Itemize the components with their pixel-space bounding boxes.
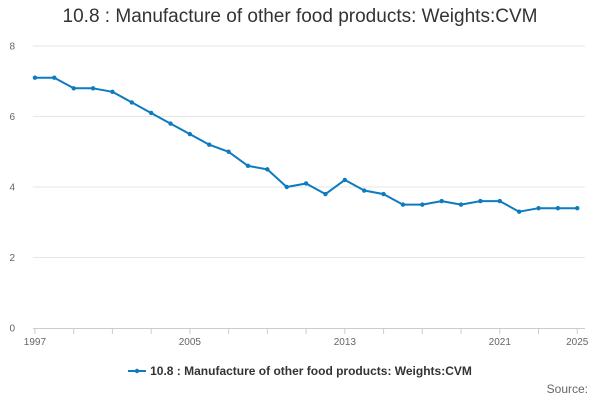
data-point[interactable] [148, 110, 154, 116]
data-point[interactable] [323, 191, 328, 197]
x-tick-label: 2013 [334, 337, 357, 348]
y-tick-label: 2 [9, 253, 15, 264]
y-tick-label: 4 [9, 183, 15, 194]
data-point[interactable] [575, 205, 580, 211]
data-point[interactable] [168, 121, 173, 126]
data-point[interactable] [536, 205, 541, 211]
x-tick-label: 2021 [489, 337, 512, 348]
data-point[interactable] [207, 142, 212, 147]
data-point[interactable] [400, 202, 406, 207]
data-point[interactable] [439, 198, 444, 204]
axis-layer: 0 2 4 6 8 1997 2005 2013 2021 2025 [9, 42, 588, 349]
data-point[interactable] [129, 100, 134, 105]
data-point[interactable] [342, 177, 348, 183]
legend-swatch [128, 368, 147, 374]
x-tick-label: 1997 [24, 337, 47, 348]
data-point[interactable] [226, 149, 231, 154]
data-point[interactable] [90, 86, 96, 91]
source-label: Source: [546, 382, 588, 396]
x-tick-label: 2005 [179, 337, 202, 348]
data-point[interactable] [303, 181, 309, 186]
legend-label: 10.8 : Manufacture of other food product… [150, 364, 472, 378]
data-point[interactable] [110, 89, 115, 95]
data-point[interactable] [32, 75, 38, 80]
series-line[interactable] [33, 76, 579, 213]
x-tick-label: 2025 [566, 337, 589, 348]
data-point[interactable] [497, 198, 502, 204]
series-layer [32, 75, 580, 214]
grid-layer [33, 45, 585, 258]
chart-title: 10.8 : Manufacture of other food product… [62, 6, 538, 27]
data-point[interactable] [284, 184, 289, 190]
legend[interactable]: 10.8 : Manufacture of other food product… [0, 364, 600, 378]
data-point[interactable] [187, 131, 193, 137]
y-tick-label: 6 [9, 112, 15, 123]
data-point[interactable] [420, 202, 425, 207]
data-point[interactable] [555, 205, 561, 211]
data-point[interactable] [516, 209, 522, 214]
y-tick-label: 0 [9, 324, 15, 335]
data-point[interactable] [362, 188, 367, 193]
y-tick-label: 8 [9, 42, 15, 53]
data-point[interactable] [71, 86, 76, 91]
data-point[interactable] [52, 75, 57, 80]
data-point[interactable] [478, 198, 483, 204]
data-point[interactable] [458, 202, 464, 207]
data-point[interactable] [265, 167, 270, 172]
data-point[interactable] [381, 191, 386, 197]
data-point[interactable] [245, 163, 251, 169]
